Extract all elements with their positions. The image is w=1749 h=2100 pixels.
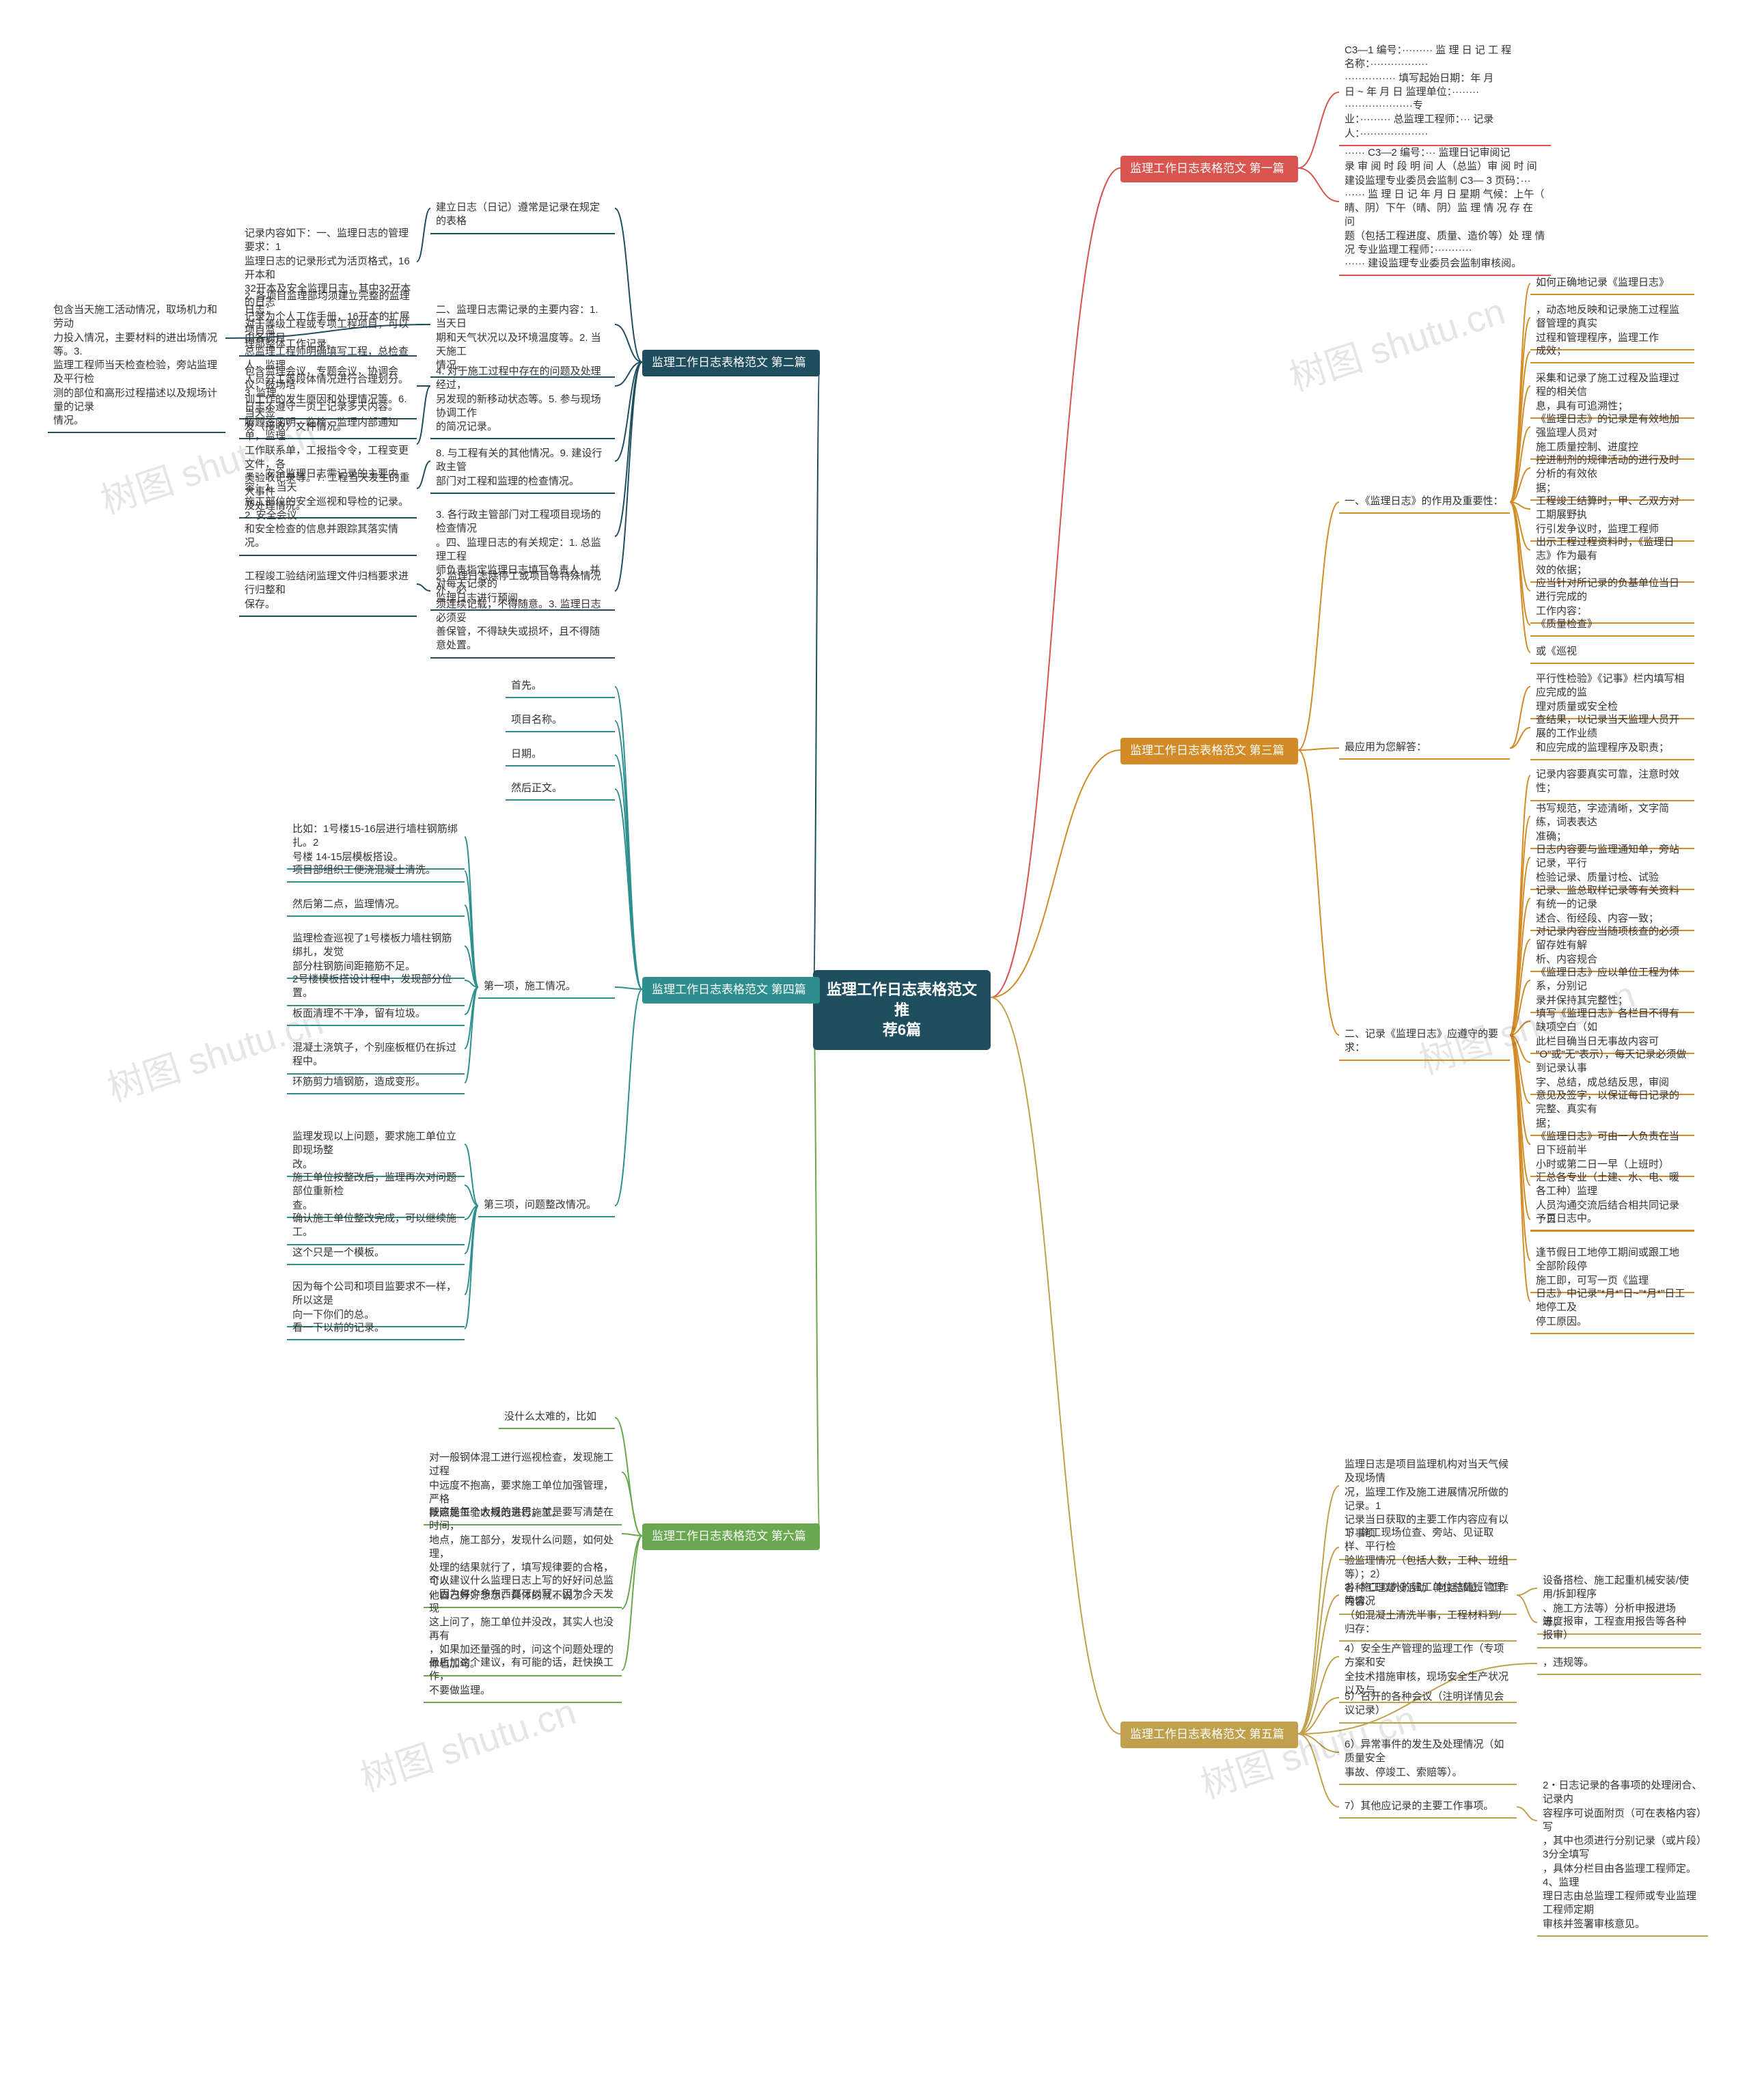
leaf-b3c3: 二、记录《监理日志》应遵守的要求： [1339,1025,1510,1061]
leaf-b5c2: 3）施工以外的建工单位总值班管理等情况 （如混凝土清洗半事，工程材料到/归存： [1339,1578,1517,1642]
leaf-b4c1c: 然后第二点，监理情况。 [287,895,465,917]
leaf-b4c1g: 混凝土浇筑子，个别座板框仍在拆过程中。 [287,1038,465,1075]
leaf-b5c3b: ，违规等。 [1537,1653,1701,1675]
branch-b3[interactable]: 监理工作日志表格范文 第三篇 [1120,738,1298,764]
leaf-b4h2: 项目名称。 [506,710,615,732]
leaf-b4c1h: 环筋剪力墙钢筋，造成变形。 [287,1073,465,1094]
leaf-b5c4: 5）召开的各种会议（注明详情见会议记录） [1339,1687,1517,1724]
leaf-b2c6a: 工程竣工验结闭监理文件归档要求进行归整和 保存。 [239,567,417,617]
leaf-b3c3a: 记录内容要真实可靠，注意时效性； [1530,765,1694,801]
root-node[interactable]: 监理工作日志表格范文推 荐6篇 [813,970,991,1050]
leaf-b3c1k: 或《巡视 [1530,642,1694,664]
leaf-b3c1j: 《质量检查》 [1530,615,1694,637]
branch-b4[interactable]: 监理工作日志表格范文 第四篇 [642,977,820,1004]
leaf-b4c1b: 项目部组织工便浇混凝土清洗。 [287,861,465,883]
leaf-b4c1f: 板面清理不干净，留有垃圾。 [287,1004,465,1026]
leaf-b2c4: 8. 与工程有关的其他情况。9. 建设行政主管 部门对工程和监理的检查情况。 [430,444,615,494]
branch-b1[interactable]: 监理工作日志表格范文 第一篇 [1120,156,1298,182]
leaf-b4c2: 第三项，问题整改情况。 [478,1196,615,1217]
branch-b2[interactable]: 监理工作日志表格范文 第二篇 [642,350,820,376]
leaf-b2c1: 建立日志（日记）遵常是记录在规定的表格 [430,198,615,234]
leaf-b3c1c: 成效； [1530,342,1694,363]
leaf-b2c4a: 三、安全监理日志需记录的主要内容：1. 当天 施工部位的安全巡视和导检的记录。2… [239,465,417,556]
leaf-b4c2d: 这个只是一个模板。 [287,1243,465,1265]
leaf-b3c3n: 日志》中记录"*月*"日~"*月*"日工地停工及 停工原因。 [1530,1284,1694,1334]
leaf-b6l0: 没什么太难的，比如 [499,1407,615,1429]
leaf-b4c2f: 看一下以前的记录。 [287,1318,465,1340]
leaf-b4h1: 首先。 [506,676,615,698]
leaf-b1l2: ······ C3—2 编号：··· 监理日记审阅记 录 审 阅 时 段 明 间… [1339,143,1551,276]
leaf-b5c2b: 进度报审，工程查用报告等各种报审） [1537,1612,1701,1648]
leaf-b4h3: 日期。 [506,745,615,766]
leaf-b3c1: 一、《监理日志》的作用及重要性： [1339,492,1510,514]
leaf-b6l4: 最后加这个建议，有可能的话，赶快换工作， 不要做监理。 [424,1653,622,1703]
leaf-b5c5: 6）异常事件的发生及处理情况（如质量安全 事故、停竣工、索赔等）。 [1339,1735,1517,1785]
leaf-b4c1e: 2号楼模板搭设计程中，发现部分位置。 [287,970,465,1006]
leaf-b3c3l: 一页日志中。 [1530,1209,1694,1231]
leaf-b2c3: 4. 对于施工过程中存在的问题及处理经过， 另发现的新移动状态等。5. 参与现场… [430,362,615,439]
leaf-b4c2c: 确认施工单位整改完成，可以继续施工。 [287,1209,465,1245]
branch-b5[interactable]: 监理工作日志表格范文 第五篇 [1120,1722,1298,1748]
leaf-b1l1: C3—1 编号：········· 监 理 日 记 工 程 名称：·······… [1339,41,1551,146]
leaf-b5c6a: 2・日志记录的各事项的处理闭合、记录内 容程序可说面附页（可在表格内容）写 ，其… [1537,1776,1708,1937]
leaf-b3c2: 最应用为您解答： [1339,738,1510,760]
leaf-b5c6: 7）其他应记录的主要工作事项。 [1339,1797,1517,1819]
leaf-b4h4: 然后正文。 [506,779,615,801]
watermark: 树图 shutu.cn [1282,281,1511,401]
leaf-b3c1a: 如何正确地记录《监理日志》 [1530,273,1694,295]
leaf-b3c2b: 查结果，以记录当天监理人员开展的工作业绩 和应完成的监理程序及职责； [1530,710,1694,760]
leaf-b4c1: 第一项，施工情况。 [478,977,615,999]
branch-b6[interactable]: 监理工作日志表格范文 第六篇 [642,1523,820,1550]
leaf-b2c6: 2. 监理日志除停工或项目等特殊情况外，必 须连续记载，不得随意。3. 监理日志… [430,567,615,659]
leaf-b2c2b: 包含当天施工活动情况，取场机力和劳动 力投入情况，主要材料的进出场情况等。3. … [48,301,225,433]
